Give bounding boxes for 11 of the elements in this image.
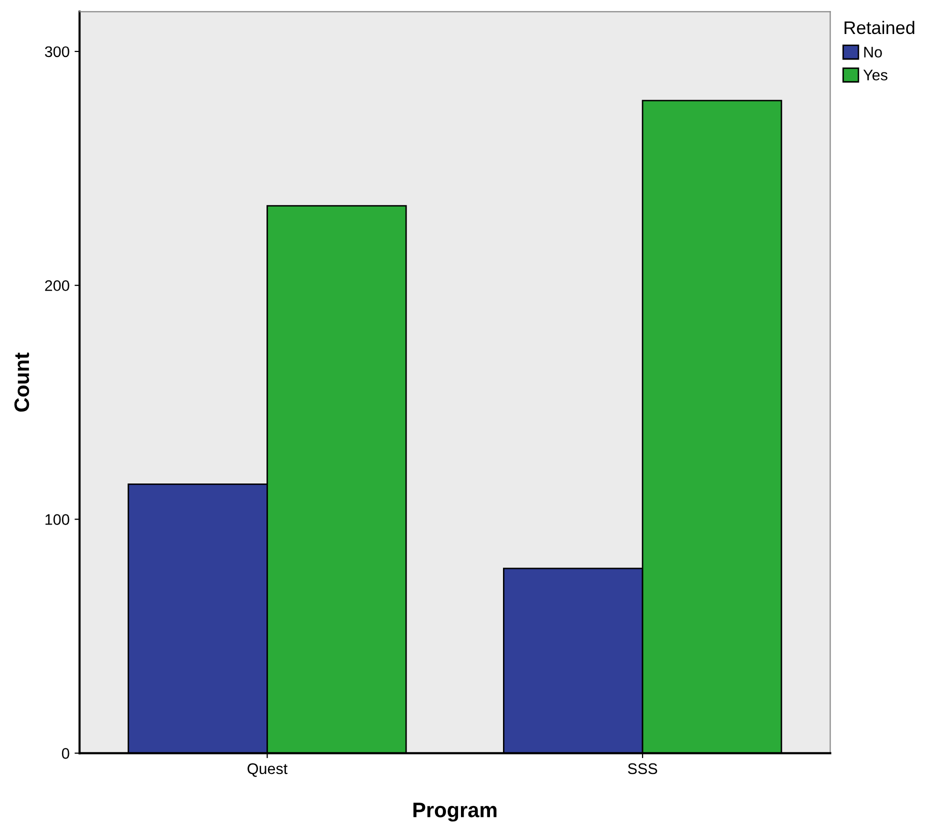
y-tick-label: 200 (45, 280, 70, 292)
y-tick-label: 100 (46, 514, 70, 525)
x-axis-title: Program (413, 802, 496, 822)
y-tick-label: 300 (44, 46, 70, 58)
legend-label: Yes (863, 70, 888, 80)
legend-title: Retained (844, 20, 914, 34)
y-axis-title: Count (14, 352, 30, 412)
x-tick-label: Quest (248, 763, 288, 777)
y-tick-label: 0 (62, 748, 70, 759)
legend-label: No (864, 46, 882, 58)
x-tick-label: SSS (628, 763, 658, 774)
